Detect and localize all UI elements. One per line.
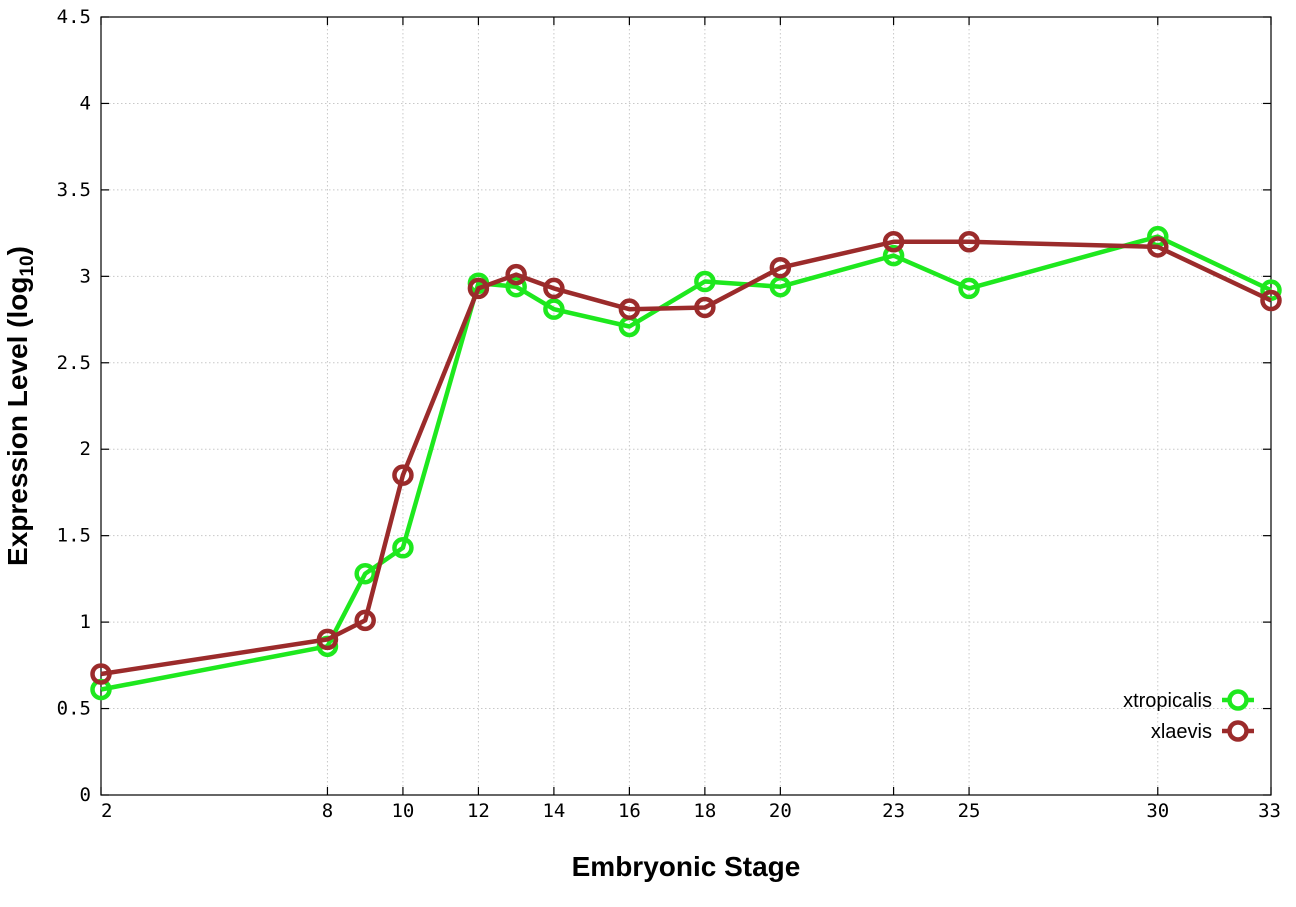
y-tick-labels: 0 0.5 1 1.5 2 2.5 3 3.5 4 4.5 [57,6,91,806]
data-point-xtropicalis [882,244,905,267]
series-xtropicalis [90,225,1282,701]
data-point-xtropicalis [543,298,565,320]
y-tick-label: 1.5 [57,525,91,547]
x-tick-label: 16 [618,800,641,822]
grid-lines [101,17,1271,795]
plot-frame [100,16,1272,796]
y-tick-label: 0 [80,784,91,806]
axis-ticks [100,16,1272,796]
data-point-xtropicalis [958,277,980,300]
y-axis-title-close: ) [2,246,33,255]
x-tick-label: 12 [467,800,490,822]
y-tick-label: 4.5 [57,6,91,28]
data-point-xlaevis [1147,236,1169,258]
x-tick-label: 10 [391,800,414,822]
y-axis-title-subscript: 10 [17,255,38,276]
legend: xtropicalis xlaevis [1123,689,1254,743]
data-point-xlaevis [354,609,376,632]
x-tick-label: 14 [542,800,565,822]
y-tick-label: 3 [80,265,91,287]
y-tick-label: 0.5 [57,698,91,720]
x-tick-label: 30 [1146,800,1169,822]
y-axis-title-main: Expression Level (log [2,277,33,566]
x-tick-label: 33 [1258,800,1281,822]
data-point-xtropicalis [392,537,414,559]
data-point-xlaevis [694,296,716,319]
data-point-xlaevis [769,256,792,279]
legend-marker-swatch [1227,689,1249,711]
x-tick-label: 8 [322,800,333,822]
data-point-xlaevis [392,464,414,486]
series-xlaevis [90,231,1282,685]
data-point-xlaevis [958,231,980,253]
legend-label: xlaevis [1151,721,1212,743]
legend-marker-swatch [1227,720,1249,742]
data-point-xtropicalis [505,275,527,298]
legend-entry-xlaevis: xlaevis [1151,720,1254,743]
series-line-xlaevis [100,239,1272,677]
x-tick-label: 23 [882,800,905,822]
x-tick-label: 2 [101,800,112,822]
data-point-xlaevis [1260,289,1282,312]
x-tick-label: 20 [769,800,792,822]
data-point-xlaevis [543,277,565,300]
series-layer [90,225,1282,701]
legend-label: xtropicalis [1123,690,1212,712]
data-point-xtropicalis [694,270,716,293]
y-axis-title: Expression Level (log10) [2,246,38,566]
y-tick-label: 4 [80,92,91,114]
x-tick-labels: 2 8 10 12 14 16 18 20 23 25 30 33 [101,800,1281,822]
y-tick-label: 2 [80,438,91,460]
x-axis-title: Embryonic Stage [572,851,801,882]
x-tick-label: 25 [958,800,981,822]
data-point-xlaevis [882,231,905,253]
data-point-xlaevis [316,628,339,651]
data-point-xlaevis [505,263,527,286]
data-point-xlaevis [90,663,112,685]
y-tick-label: 2.5 [57,352,91,374]
y-tick-label: 3.5 [57,179,91,201]
x-tick-label: 18 [693,800,716,822]
legend-entry-xtropicalis: xtropicalis [1123,689,1254,712]
y-tick-label: 1 [80,611,91,633]
data-point-xlaevis [618,298,641,320]
data-point-xtropicalis [354,562,376,585]
series-line-xtropicalis [100,234,1272,692]
data-point-xlaevis [467,277,490,300]
